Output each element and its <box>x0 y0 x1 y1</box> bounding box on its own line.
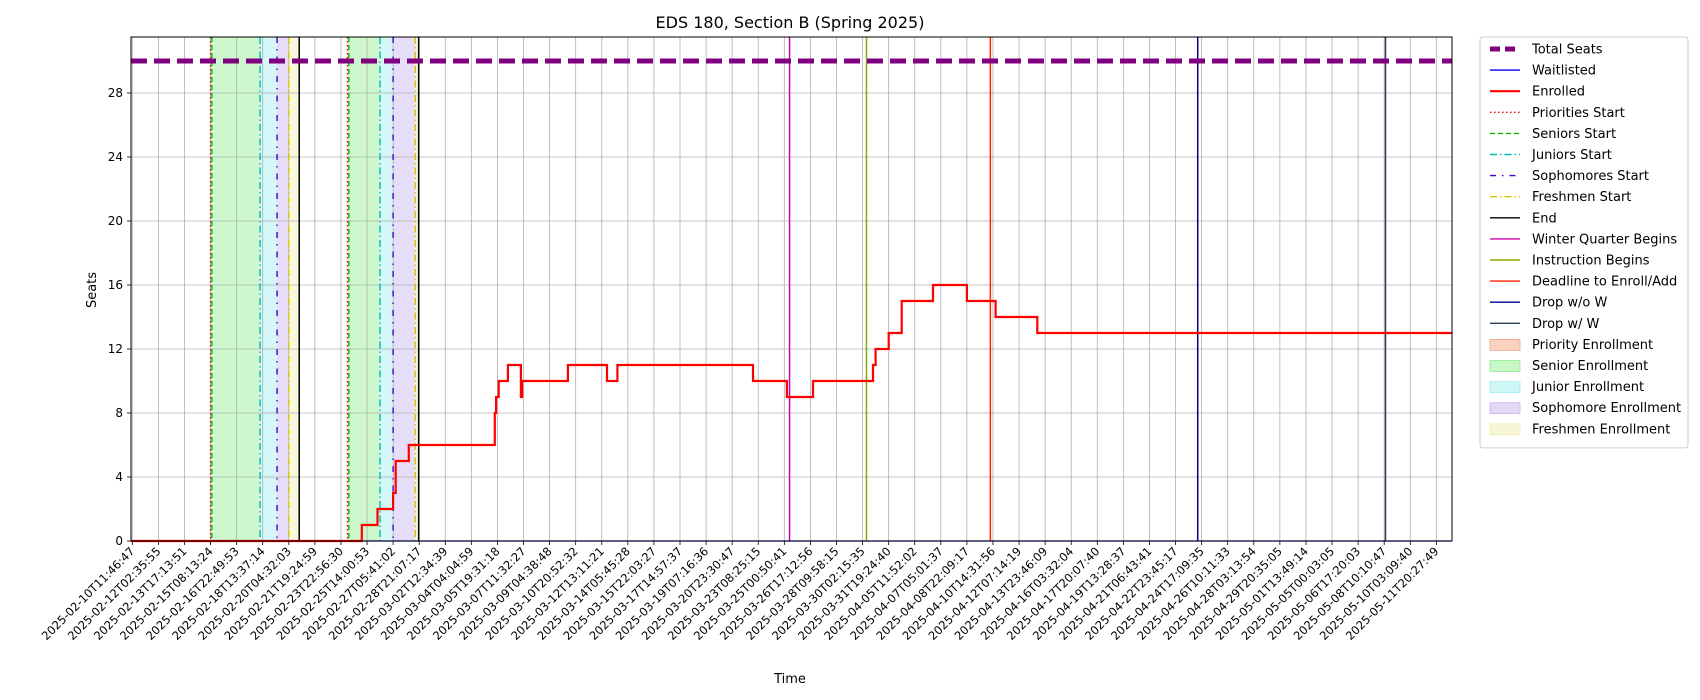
legend-label: Freshmen Enrollment <box>1532 422 1670 437</box>
legend-swatch <box>1489 402 1521 415</box>
sophomore-enrollment-span-8 <box>393 37 416 541</box>
legend-entry-waitlisted: Waitlisted <box>1490 64 1596 79</box>
legend-label: Waitlisted <box>1532 64 1596 79</box>
legend-label: Freshmen Start <box>1532 190 1631 205</box>
legend-entry-priority-enrollment: Priority Enrollment <box>1489 338 1653 353</box>
legend-label: Juniors Start <box>1531 148 1612 163</box>
legend-label: Sophomore Enrollment <box>1532 401 1681 416</box>
y-tick-label: 0 <box>115 534 123 548</box>
legend-label: Drop w/ W <box>1532 317 1600 332</box>
legend-label: Drop w/o W <box>1532 296 1608 311</box>
legend-entry-sophomore-enrollment: Sophomore Enrollment <box>1489 401 1681 416</box>
legend-label: End <box>1532 211 1557 226</box>
legend-entry-deadline-to-enroll-add: Deadline to Enroll/Add <box>1490 275 1677 290</box>
senior-enrollment-span-1 <box>211 37 261 541</box>
legend-entry-senior-enrollment: Senior Enrollment <box>1489 359 1648 374</box>
y-tick-label: 16 <box>108 278 123 292</box>
legend-entry-seniors-start: Seniors Start <box>1490 127 1616 142</box>
legend-label: Winter Quarter Begins <box>1532 232 1677 247</box>
legend-label: Total Seats <box>1531 43 1603 58</box>
legend-label: Junior Enrollment <box>1531 380 1644 395</box>
legend-swatch <box>1489 423 1521 436</box>
legend-swatch <box>1489 338 1521 351</box>
plot-frame <box>130 36 1453 542</box>
legend-label: Deadline to Enroll/Add <box>1532 275 1677 290</box>
legend-entry-freshmen-start: Freshmen Start <box>1490 190 1631 205</box>
y-tick-label: 8 <box>115 406 123 420</box>
legend-label: Seniors Start <box>1532 127 1616 142</box>
legend-box <box>1479 36 1689 449</box>
legend-entry-enrolled: Enrolled <box>1490 85 1585 100</box>
legend-label: Senior Enrollment <box>1532 359 1648 374</box>
legend-entry-instruction-begins: Instruction Begins <box>1490 254 1650 269</box>
sophomore-enrollment-span-3 <box>277 37 289 541</box>
legend-entry-total-seats: Total Seats <box>1490 43 1603 58</box>
freshmen-enrollment-span-4 <box>288 37 300 541</box>
event-lines <box>209 37 1387 541</box>
grid <box>131 37 1452 542</box>
legend-entry-sophomores-start: Sophomores Start <box>1490 169 1649 184</box>
enrolled-series <box>131 283 1452 543</box>
senior-enrollment-span-6 <box>348 37 381 541</box>
legend: Total Seats Waitlisted Enrolled Priorities … <box>1479 36 1689 449</box>
junior-enrollment-span-2 <box>260 37 278 541</box>
chart-title: EDS 180, Section B (Spring 2025) <box>656 13 925 32</box>
enrollment-period-spans <box>210 37 419 541</box>
y-tick-label: 12 <box>108 342 123 356</box>
legend-entry-freshmen-enrollment: Freshmen Enrollment <box>1489 422 1670 437</box>
legend-entry-end: End <box>1490 211 1557 226</box>
legend-label: Sophomores Start <box>1532 169 1649 184</box>
y-tick-label: 20 <box>108 214 123 228</box>
legend-entry-priorities-start: Priorities Start <box>1490 106 1625 121</box>
legend-swatch <box>1489 360 1521 372</box>
legend-label: Instruction Begins <box>1532 254 1650 269</box>
legend-label: Priority Enrollment <box>1532 338 1653 353</box>
legend-entry-junior-enrollment: Junior Enrollment <box>1489 380 1644 395</box>
y-tick-label: 28 <box>108 86 123 100</box>
y-axis-label: Seats <box>85 272 100 308</box>
junior-enrollment-span-7 <box>380 37 394 541</box>
legend-entry-drop-w-w: Drop w/ W <box>1490 317 1600 332</box>
legend-entry-drop-w-o-w: Drop w/o W <box>1490 296 1608 311</box>
legend-entry-winter-quarter-begins: Winter Quarter Begins <box>1490 232 1677 247</box>
legend-entry-juniors-start: Juniors Start <box>1490 148 1612 163</box>
x-axis-label: Time <box>773 672 806 687</box>
legend-label: Enrolled <box>1532 85 1585 100</box>
y-tick-label: 24 <box>108 150 123 164</box>
legend-label: Priorities Start <box>1532 106 1625 121</box>
freshmen-enrollment-span-9 <box>415 37 419 541</box>
legend-swatch <box>1489 381 1521 394</box>
y-tick-label: 4 <box>115 470 123 484</box>
